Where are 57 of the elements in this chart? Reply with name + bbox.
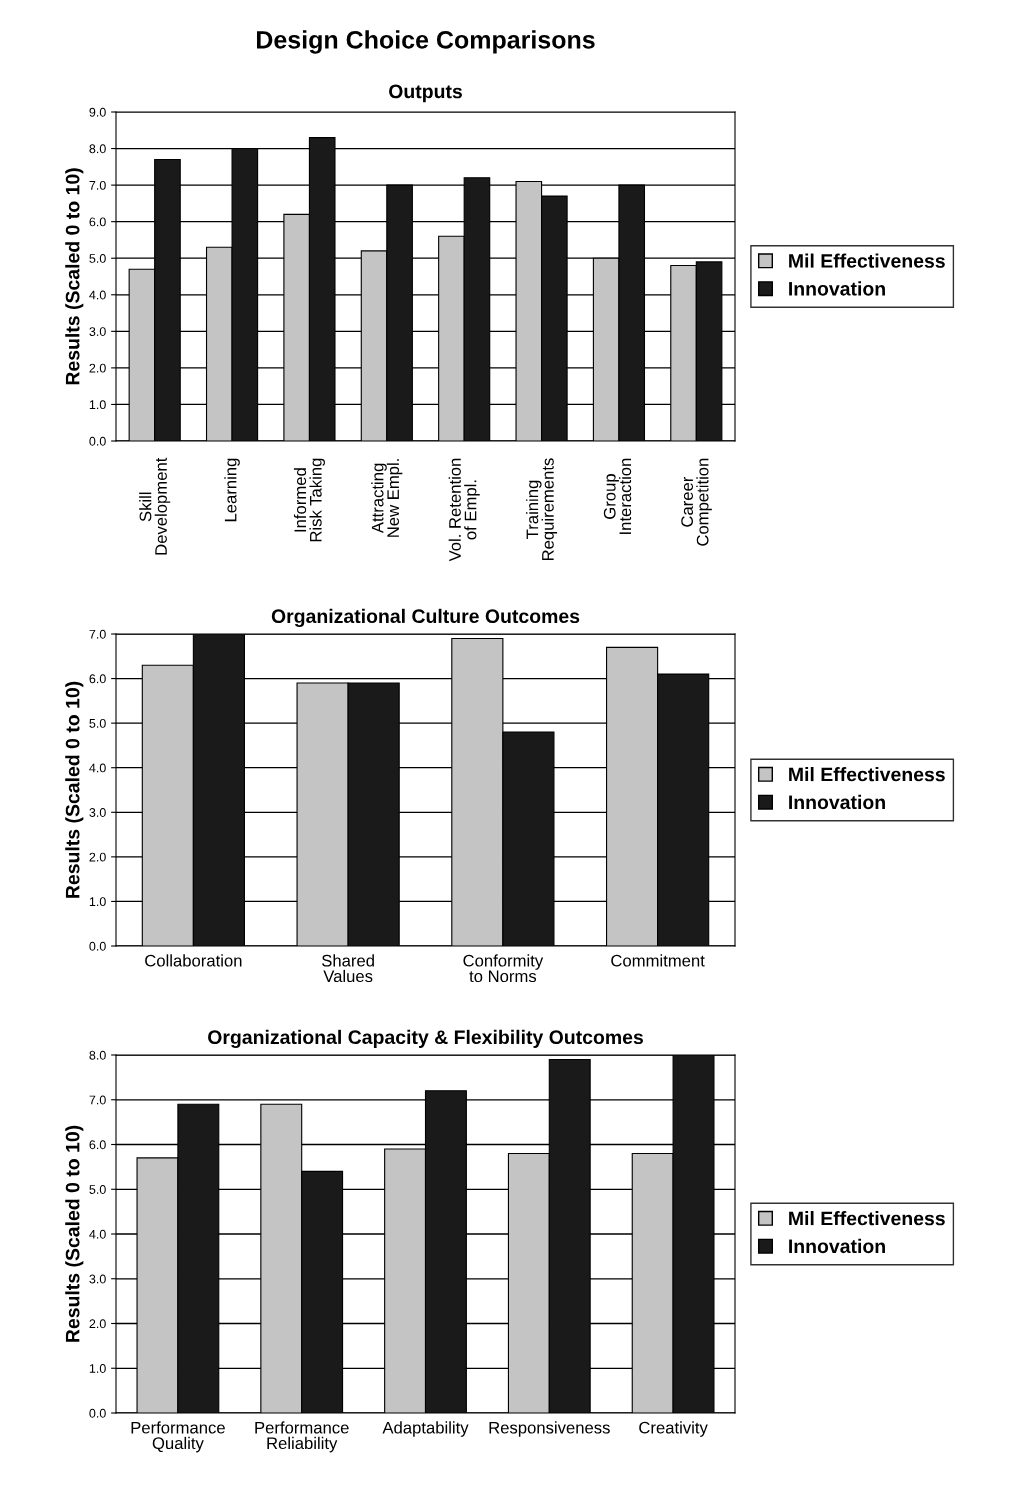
x-tick-label: Performance Quality [131,1421,225,1453]
y-tick-label: 1.0 [89,1364,106,1373]
y-tick-label: 3.0 [89,1274,106,1284]
legend-label: Mil Effectiveness [789,767,945,782]
y-tick-label: 5.0 [89,718,106,728]
y-tick-label: 0.0 [89,941,106,951]
y-tick-label: 7.0 [89,1095,106,1105]
legend-label: Innovation [789,794,885,810]
x-tick-label: Vol. Retention of Empl. [448,458,480,562]
legend-label: Mil Effectiveness [789,1211,945,1226]
y-tick-label: 9.0 [89,107,106,117]
x-tick-label: Responsiveness [489,1421,610,1437]
y-tick-label: 5.0 [89,1185,106,1194]
y-tick-label: 6.0 [89,217,106,227]
legend-label: Innovation [789,1238,885,1254]
y-tick-label: 2.0 [89,363,106,373]
chart-title: Organizational Culture Outcomes [271,608,580,628]
x-tick-label: Learning [224,458,240,522]
y-tick-label: 6.0 [89,674,106,684]
y-tick-label: 7.0 [89,629,106,639]
y-tick-label: 2.0 [89,1319,106,1329]
y-tick-label: 0.0 [89,1408,106,1418]
y-tick-label: 3.0 [89,808,106,817]
y-tick-label: 8.0 [89,144,106,154]
x-tick-label: Performance Reliability [255,1421,349,1453]
legend-label: Mil Effectiveness [789,253,945,268]
y-tick-label: 4.0 [89,763,106,773]
chart-title: Organizational Capacity & Flexibility Outcomes [208,1029,643,1049]
y-tick-label: 3.0 [89,327,106,336]
x-tick-label: Career Competition [681,458,712,546]
y-tick-label: 4.0 [89,290,106,300]
x-tick-label: Creativity [639,1421,708,1437]
x-tick-label: Attracting New Empl. [371,459,403,537]
x-tick-label: Shared Values [322,954,374,983]
x-tick-label: Commitment [611,954,705,967]
y-axis-title: Results (Scaled 0 to 10) [65,168,84,385]
y-tick-label: 8.0 [89,1050,106,1060]
x-tick-label: Adaptability [382,1421,469,1437]
x-tick-label: Training Requirements [526,458,558,561]
legend-label: Innovation [789,281,885,296]
y-tick-label: 1.0 [89,897,106,907]
chart-title: Design Choice Comparisons [257,30,595,54]
y-tick-label: 6.0 [89,1140,106,1150]
x-tick-label: Collaboration [145,954,242,967]
y-tick-label: 5.0 [89,254,106,263]
y-tick-label: 1.0 [89,400,106,410]
x-tick-label: Group Interaction [603,458,632,534]
y-axis-title: Results (Scaled 0 to 10) [65,681,84,898]
x-tick-label: Conformity to Norms [463,954,544,983]
y-axis-title: Results (Scaled 0 to 10) [65,1125,84,1342]
x-tick-label: Informed Risk Taking [293,458,325,542]
y-tick-label: 2.0 [89,852,106,862]
chart-subtitle: Outputs [389,84,462,103]
y-tick-label: 4.0 [89,1229,106,1239]
x-tick-label: Skill Development [139,457,171,555]
y-tick-label: 7.0 [89,180,106,190]
y-tick-label: 0.0 [89,436,106,446]
